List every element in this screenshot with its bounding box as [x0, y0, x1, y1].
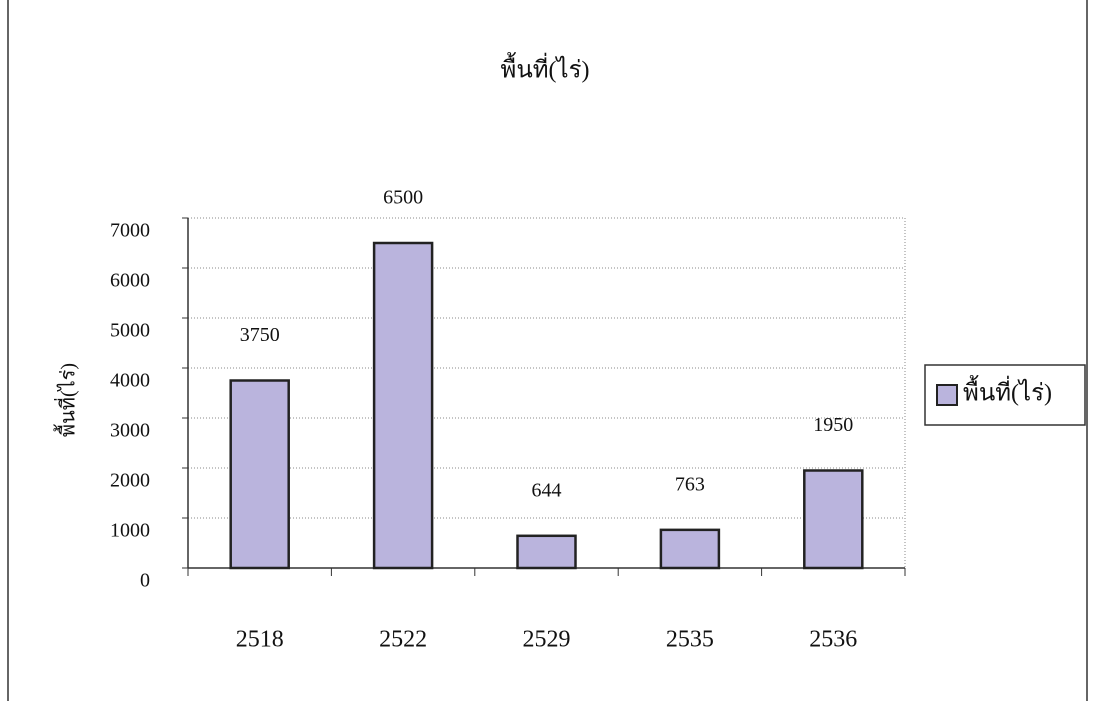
y-tick-label: 3000	[110, 420, 150, 442]
data-label: 6500	[383, 187, 423, 209]
bar	[661, 530, 719, 568]
y-tick-label: 4000	[110, 370, 150, 392]
bar	[804, 471, 862, 569]
y-tick-label: 6000	[110, 270, 150, 292]
bar	[518, 536, 576, 568]
legend-swatch	[937, 385, 957, 405]
x-tick-label: 2529	[523, 627, 571, 653]
y-tick-label: 1000	[110, 520, 150, 542]
y-axis-label: พื้นที่(ไร่)	[54, 363, 80, 437]
y-tick-label: 5000	[110, 320, 150, 342]
data-label: 644	[532, 479, 562, 501]
chart-title: พื้นที่(ไร่)	[501, 52, 590, 84]
x-tick-label: 2522	[379, 627, 427, 653]
x-tick-label: 2535	[666, 627, 714, 653]
bar	[231, 381, 289, 569]
x-tick-label: 2518	[236, 627, 284, 653]
y-tick-label: 2000	[110, 470, 150, 492]
data-label: 3750	[240, 324, 280, 346]
data-label: 763	[675, 473, 705, 495]
chart: พื้นที่(ไร่) พื้นที่(ไร่) 0 1000 2000 3000 4…	[0, 0, 1096, 701]
data-label: 1950	[813, 414, 853, 436]
x-tick-label: 2536	[809, 627, 857, 653]
y-tick-label: 7000	[110, 220, 150, 242]
y-tick-label: 0	[140, 570, 150, 592]
bar	[374, 243, 432, 568]
